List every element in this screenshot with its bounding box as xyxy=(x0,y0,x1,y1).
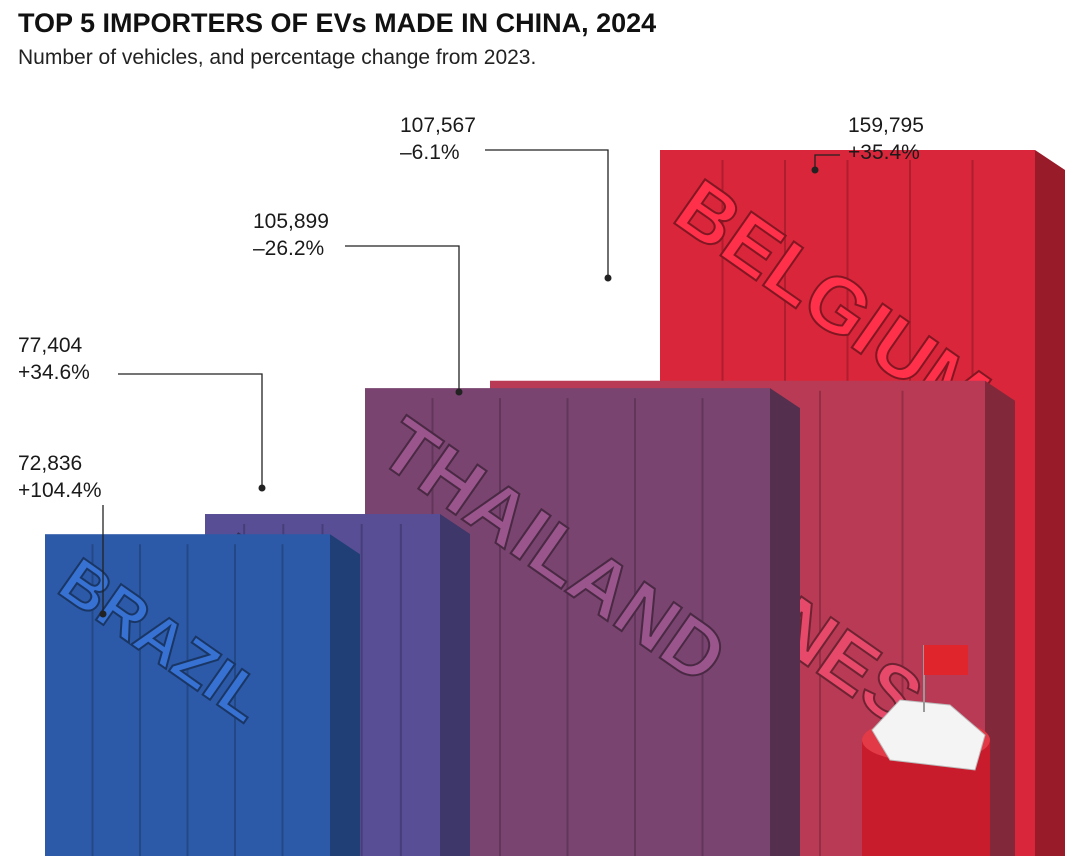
chart-subtitle: Number of vehicles, and percentage chang… xyxy=(18,46,536,69)
change-label: +104.4% xyxy=(18,479,102,502)
leader-dot xyxy=(604,274,612,282)
leader-dot xyxy=(258,484,266,492)
change-label: –6.1% xyxy=(400,141,460,164)
bar-side xyxy=(985,380,1015,856)
value-label: 105,899 xyxy=(253,210,329,233)
bar-side xyxy=(330,534,360,856)
bar-side xyxy=(770,388,800,856)
value-label: 159,795 xyxy=(848,114,924,137)
value-label: 107,567 xyxy=(400,114,476,137)
bar-group: BRAZIL xyxy=(45,534,360,856)
flag xyxy=(924,645,968,675)
leader-line xyxy=(118,373,263,488)
value-label: 77,404 xyxy=(18,334,83,357)
leader-dot xyxy=(811,166,819,174)
value-label: 72,836 xyxy=(18,452,82,475)
leader-dot xyxy=(99,610,107,618)
car-pedestal xyxy=(862,645,990,856)
change-label: +34.6% xyxy=(18,361,90,384)
bar-side xyxy=(1035,150,1065,856)
change-label: –26.2% xyxy=(253,237,324,260)
leader-line xyxy=(814,154,840,170)
bars: BELGIUMPHILIPPINESTHAILANDINDIABRAZIL xyxy=(45,150,1065,856)
leader-line xyxy=(485,149,609,278)
leader-dot xyxy=(455,388,463,396)
chart-title: TOP 5 IMPORTERS OF EVs MADE IN CHINA, 20… xyxy=(18,8,656,38)
labels: 72,836 +104.4% 77,404 +34.6% 105,899 –26.2% 10… xyxy=(18,114,924,618)
change-label: +35.4% xyxy=(848,141,920,164)
bar-side xyxy=(440,514,470,856)
car xyxy=(871,699,986,771)
leader-line xyxy=(345,245,460,392)
